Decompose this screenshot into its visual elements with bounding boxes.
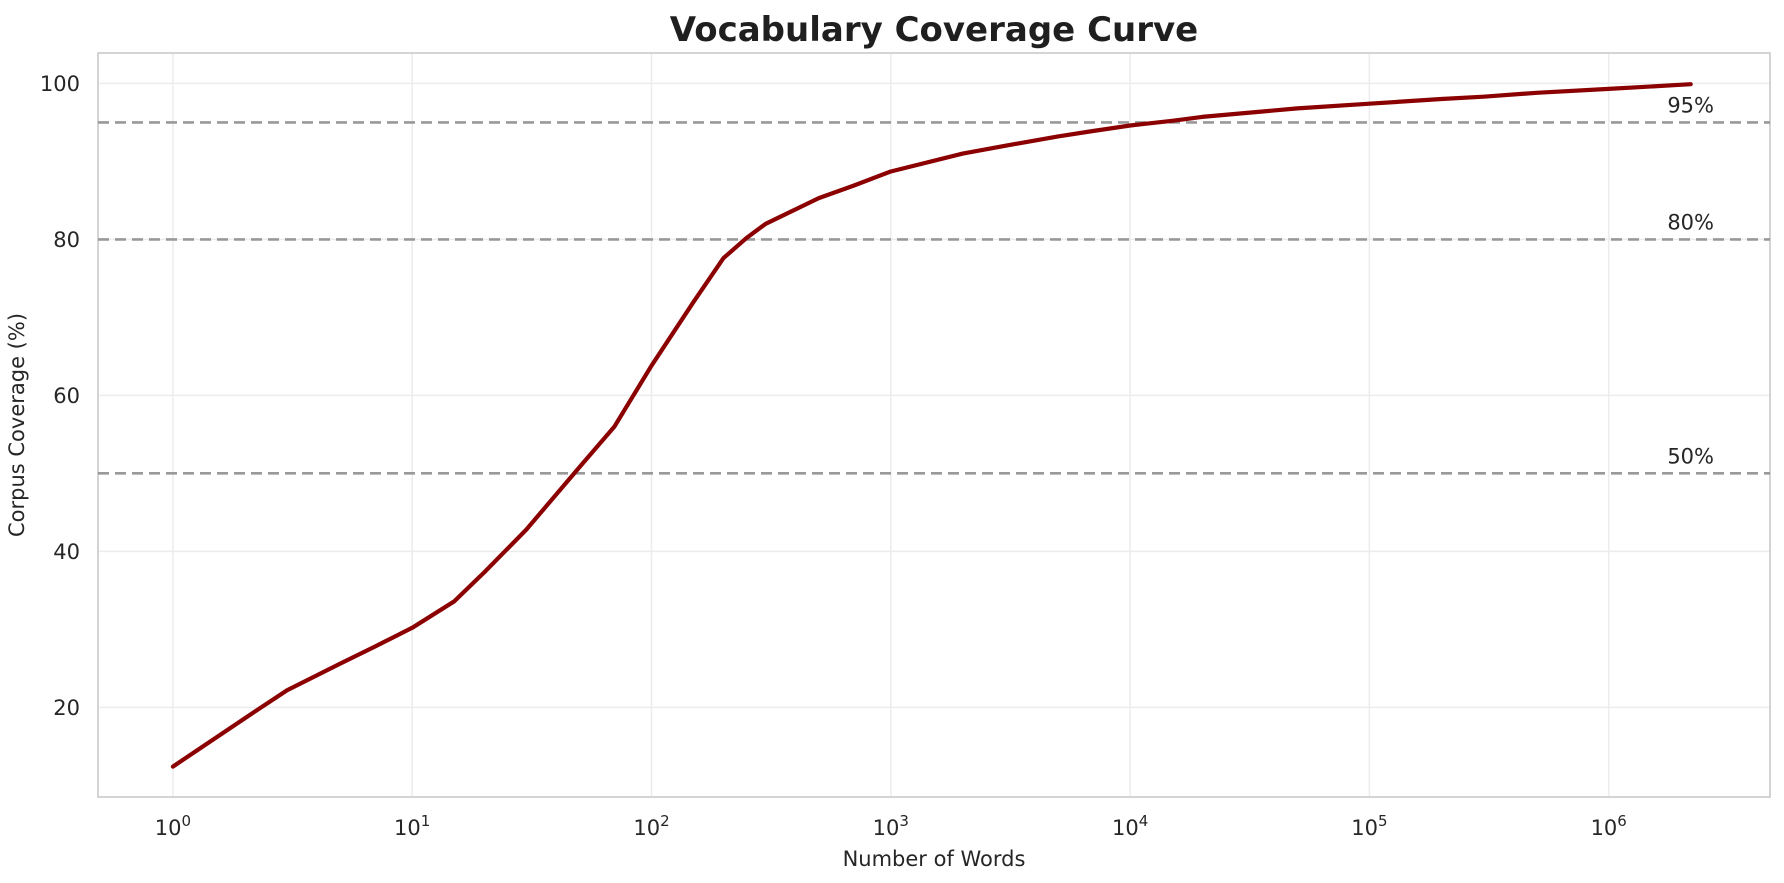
threshold-label: 50% — [1667, 444, 1714, 468]
x-tick-label: 101 — [394, 812, 430, 840]
threshold-label: 95% — [1667, 93, 1714, 117]
y-tick-label: 20 — [53, 696, 80, 720]
y-axis-label: Corpus Coverage (%) — [5, 313, 29, 537]
y-tick-label: 60 — [53, 384, 80, 408]
x-tick-label: 106 — [1591, 812, 1627, 840]
coverage-curve — [170, 82, 1693, 769]
x-tick-label: 104 — [1112, 812, 1148, 840]
y-tick-label: 80 — [53, 228, 80, 252]
x-tick-label: 105 — [1351, 812, 1387, 840]
threshold-label: 80% — [1667, 210, 1714, 234]
y-tick-label: 100 — [40, 72, 80, 96]
x-tick-label: 102 — [633, 812, 669, 840]
chart-title: Vocabulary Coverage Curve — [670, 10, 1198, 50]
x-tick-label: 100 — [155, 812, 191, 840]
x-tick-label: 103 — [873, 812, 909, 840]
plot-border — [97, 52, 1771, 798]
x-axis-label: Number of Words — [843, 847, 1026, 871]
y-tick-label: 40 — [53, 540, 80, 564]
